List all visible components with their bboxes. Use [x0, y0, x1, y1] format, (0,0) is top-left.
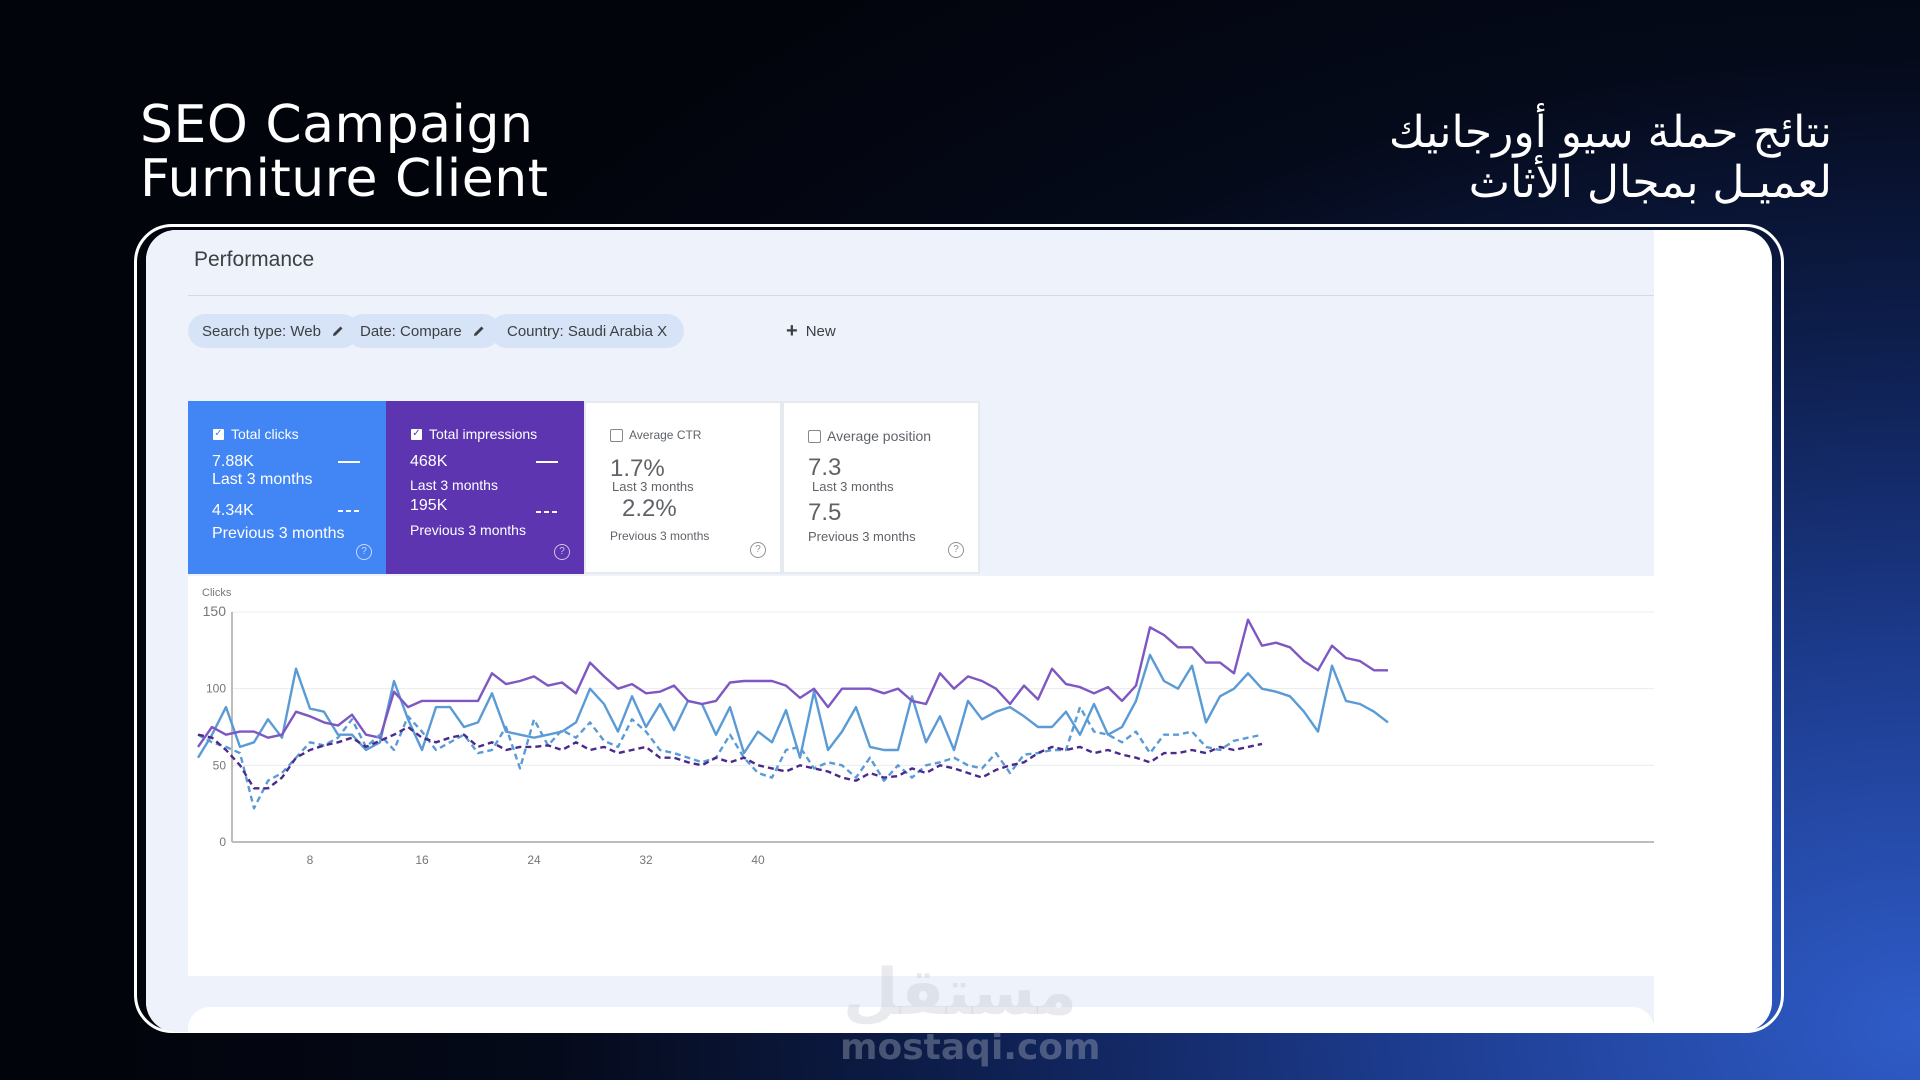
filter-chip-label: Search type: Web: [202, 322, 321, 340]
screenshot-panel: Performance Search type: Web Date: Compa…: [146, 230, 1772, 1032]
series-line-clicks-previous: [197, 705, 1263, 810]
dashed-line-legend-icon: [536, 511, 558, 513]
solid-line-legend-icon: [536, 461, 558, 463]
title-ar-line2: لعميـل بمجال الأثاث: [1468, 157, 1832, 208]
performance-chart: Clicks 150 100 50 0 8 16 24 32 40: [188, 576, 1654, 976]
checkbox-unchecked-icon[interactable]: [610, 428, 623, 442]
plus-icon: +: [786, 320, 798, 342]
y-tick-label: 150: [203, 603, 227, 619]
x-tick-label: 16: [415, 853, 429, 867]
metric-value-previous: 2.2%: [622, 495, 677, 522]
metric-value-previous: 4.34K: [212, 502, 254, 519]
help-icon[interactable]: ?: [948, 542, 964, 558]
y-tick-label: 0: [219, 835, 226, 849]
metric-card-average-position[interactable]: Average position 7.3 Last 3 months 7.5 P…: [782, 401, 980, 574]
metric-value-previous: 7.5: [808, 499, 842, 526]
performance-chart-svg: Clicks 150 100 50 0 8 16 24 32 40: [196, 587, 1654, 867]
watermark-url: mostaqi.com: [840, 1027, 1101, 1068]
x-tick-label: 32: [639, 853, 653, 867]
series-line-impressions-current: [197, 618, 1388, 748]
watermark-arabic: مستقل: [842, 956, 1078, 1030]
x-tick-label: 24: [527, 853, 541, 867]
solid-line-legend-icon: [338, 461, 360, 463]
help-icon[interactable]: ?: [750, 542, 766, 558]
x-tick-label: 8: [307, 853, 314, 867]
pencil-icon[interactable]: [331, 324, 345, 338]
help-icon[interactable]: ?: [356, 544, 372, 560]
metric-card-total-clicks[interactable]: ✓ Total clicks 7.88K Last 3 months 4.34K…: [188, 401, 386, 574]
metric-label: Average CTR: [629, 428, 702, 442]
metric-period-previous: Previous 3 months: [808, 529, 916, 544]
checkbox-checked-icon[interactable]: ✓: [212, 427, 225, 441]
y-tick-label: 50: [213, 758, 227, 772]
metric-value-current: 1.7%: [610, 455, 665, 482]
metric-label: Average position: [827, 428, 932, 444]
filter-chip-date[interactable]: Date: Compare: [346, 314, 500, 348]
search-console-view: Performance Search type: Web Date: Compa…: [146, 230, 1654, 1032]
new-filter-label: New: [805, 322, 836, 340]
lower-panel: [188, 1007, 1654, 1032]
title-en-line1: SEO Campaign: [140, 95, 534, 155]
series-line-impressions-previous: [197, 725, 1263, 790]
metric-value-current: 468K: [410, 453, 448, 470]
metric-value-current: 7.3: [808, 454, 842, 481]
title-en-line2: Furniture Client: [140, 149, 549, 209]
slide-title-en: SEO Campaign Furniture Client: [140, 98, 549, 206]
filter-chip-search-type[interactable]: Search type: Web: [188, 314, 359, 348]
metric-label: Total clicks: [231, 426, 299, 442]
metric-period-current: Last 3 months: [410, 477, 498, 493]
metric-value-previous: 195K: [410, 497, 448, 514]
pencil-icon[interactable]: [472, 324, 486, 338]
dashed-line-legend-icon: [338, 510, 360, 512]
metric-label: Total impressions: [429, 426, 538, 442]
metric-card-header: ✓ Total impressions: [410, 426, 537, 442]
x-tick-label: 40: [751, 853, 765, 867]
metric-card-header: ✓ Total clicks: [212, 426, 299, 442]
metric-card-total-impressions[interactable]: ✓ Total impressions 468K Last 3 months 1…: [386, 401, 584, 574]
metric-value-current: 7.88K: [212, 453, 254, 470]
metric-period-current: Last 3 months: [212, 471, 313, 488]
filter-chip-country[interactable]: Country: Saudi Arabia X: [490, 314, 685, 348]
page-title: Performance: [194, 248, 315, 271]
metric-period-previous: Previous 3 months: [610, 529, 710, 543]
metric-card-header: Average position: [808, 428, 931, 444]
filter-chip-label: Country: Saudi Arabia X: [507, 322, 668, 340]
checkbox-unchecked-icon[interactable]: [808, 429, 821, 443]
metric-period-current: Last 3 months: [612, 479, 694, 494]
metric-period-current: Last 3 months: [812, 479, 894, 494]
metric-card-average-ctr[interactable]: Average CTR 1.7% Last 3 months 2.2% Prev…: [584, 401, 782, 574]
header-divider: [188, 295, 1654, 296]
metric-cards: ✓ Total clicks 7.88K Last 3 months 4.34K…: [188, 401, 980, 576]
checkbox-checked-icon[interactable]: ✓: [410, 427, 423, 441]
metric-period-previous: Previous 3 months: [212, 525, 345, 542]
filter-chip-label: Date: Compare: [360, 322, 462, 340]
help-icon[interactable]: ?: [554, 544, 570, 560]
metric-period-previous: Previous 3 months: [410, 522, 526, 538]
y-axis-label: Clicks: [202, 587, 232, 599]
title-ar-line1: نتائج حملة سيو أورجانيك: [1388, 107, 1832, 158]
mostaql-watermark: مستقل mostaqi.com: [840, 956, 1101, 1068]
slide-title-ar: نتائج حملة سيو أورجانيك لعميـل بمجال الأ…: [1389, 108, 1832, 208]
y-tick-label: 100: [206, 682, 226, 696]
metric-card-header: Average CTR: [610, 428, 701, 442]
new-filter-button[interactable]: + New: [786, 314, 836, 348]
series-line-clicks-current: [196, 653, 1389, 759]
